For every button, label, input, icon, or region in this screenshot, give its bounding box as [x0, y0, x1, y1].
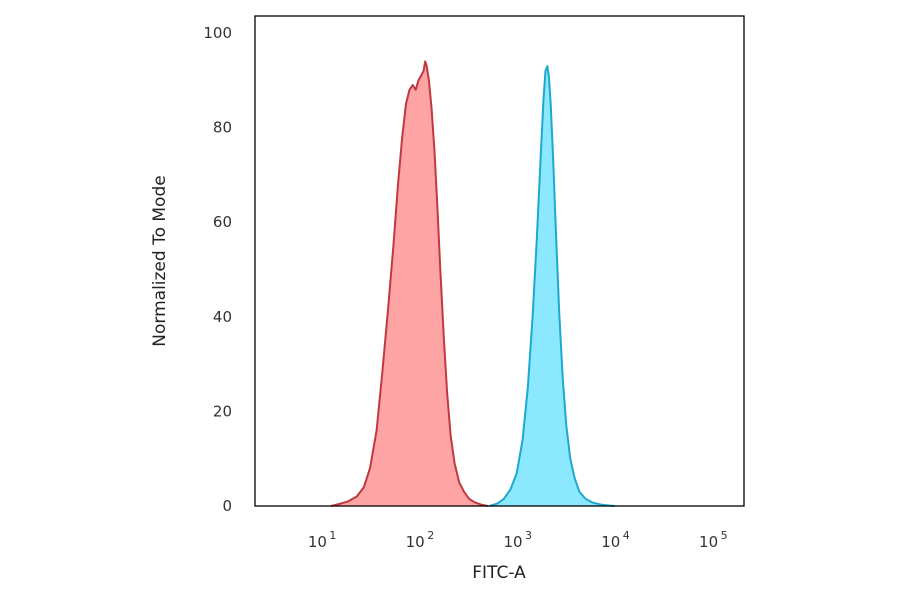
x-tick-base: 10: [601, 533, 620, 551]
x-tick-label: 10 3: [503, 529, 532, 551]
x-tick-base: 10: [699, 533, 718, 551]
x-tick-label: 10 5: [699, 529, 728, 551]
series-2-line: [489, 65, 615, 507]
x-tick-label: 10 1: [308, 529, 337, 551]
series-1-area: [331, 61, 488, 507]
x-axis-title: FITC-A: [472, 563, 526, 583]
y-tick-label: 100: [203, 24, 232, 42]
x-tick-exponent: 2: [427, 529, 434, 542]
y-tick-label: 40: [213, 308, 232, 326]
y-tick-label: 20: [213, 402, 232, 420]
x-tick-exponent: 1: [329, 529, 336, 542]
y-axis-title: Normalized To Mode: [150, 175, 170, 346]
x-tick-base: 10: [503, 533, 522, 551]
series-layer: [330, 60, 615, 507]
x-tick-base: 10: [406, 533, 425, 551]
x-tick-exponent: 4: [623, 529, 630, 542]
x-tick-layer: 10 1 10 2 10 3 10 4 10 5: [308, 529, 728, 551]
y-tick-layer: 0 20 40 60 80 100: [203, 24, 232, 515]
y-tick-label: 0: [222, 497, 232, 515]
plot-frame: [254, 15, 745, 507]
series-2-area: [489, 66, 615, 506]
y-tick-label: 60: [213, 213, 232, 231]
series-1-line: [330, 60, 489, 507]
y-tick-label: 80: [213, 119, 232, 137]
x-tick-exponent: 3: [525, 529, 532, 542]
x-tick-label: 10 2: [406, 529, 435, 551]
x-tick-label: 10 4: [601, 529, 630, 551]
x-tick-base: 10: [308, 533, 327, 551]
x-tick-exponent: 5: [721, 529, 728, 542]
